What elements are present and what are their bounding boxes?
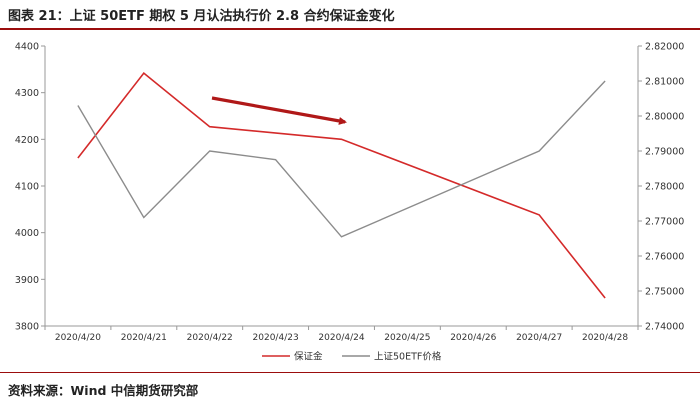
x-tick-label: 2020/4/25 (384, 333, 430, 343)
dual-axis-line-chart: 3800 3900 4000 4100 4200 4300 4400 2.74000 2.750… (15, 42, 684, 363)
x-tick-label: 2020/4/27 (516, 333, 562, 343)
y-right-tick-label: 2.80000 (645, 112, 684, 123)
legend-label-etf-price: 上证50ETF价格 (374, 351, 442, 363)
y-left-tick-label: 4300 (15, 88, 39, 99)
y-left-tick-label: 4400 (15, 42, 39, 53)
y-right-tick-label: 2.79000 (645, 147, 684, 158)
source-note: 资料来源：Wind 中信期货研究部 (8, 383, 199, 398)
x-tick-label: 2020/4/21 (121, 333, 167, 343)
x-tick-label: 2020/4/22 (187, 333, 233, 343)
y-right-tick-label: 2.82000 (645, 42, 684, 53)
y-right-tick-label: 2.78000 (645, 182, 684, 193)
y-left-tick-label: 4200 (15, 135, 39, 146)
title-bar: 图表 21：上证 50ETF 期权 5 月认沽执行价 2.8 合约保证金变化 (0, 0, 700, 30)
legend-label-margin: 保证金 (294, 351, 323, 363)
figure-title: 图表 21：上证 50ETF 期权 5 月认沽执行价 2.8 合约保证金变化 (8, 9, 395, 24)
source-bar: 资料来源：Wind 中信期货研究部 (0, 372, 700, 405)
x-tick-label: 2020/4/24 (318, 333, 364, 343)
y-right-tick-label: 2.77000 (645, 217, 684, 228)
series-line-etf-price (77, 80, 606, 238)
y-right-tick-label: 2.81000 (645, 77, 684, 88)
x-tick-label: 2020/4/23 (253, 333, 299, 343)
y-left-tick-label: 4000 (15, 228, 39, 239)
x-tick-label: 2020/4/28 (582, 333, 628, 343)
y-left-tick-label: 4100 (15, 182, 39, 193)
trend-arrow (211, 96, 347, 125)
y-right-tick-label: 2.74000 (645, 322, 684, 333)
x-tick-label: 2020/4/26 (450, 333, 496, 343)
y-left-tick-label: 3900 (15, 275, 39, 286)
y-left-tick-label: 3800 (15, 322, 39, 333)
y-right-tick-label: 2.76000 (645, 252, 684, 263)
x-tick-label: 2020/4/20 (55, 333, 101, 343)
series-line-margin (77, 71, 606, 299)
y-right-tick-label: 2.75000 (645, 287, 684, 298)
